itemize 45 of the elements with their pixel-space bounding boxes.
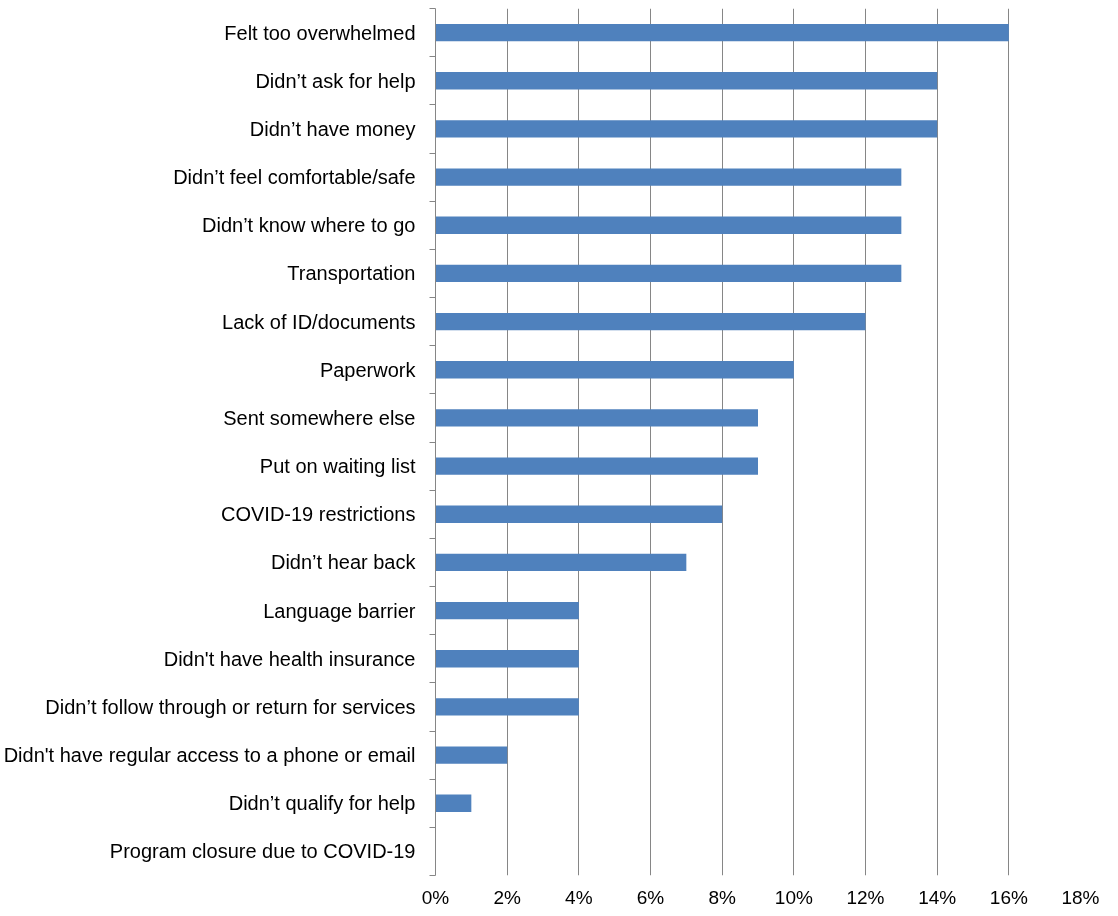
bar (435, 601, 579, 620)
bar (435, 361, 794, 379)
y-tick-label: Language barrier (263, 599, 416, 622)
y-tick-label: Didn't have regular access to a phone or email (3, 744, 416, 767)
y-tick-label: Didn’t qualify for help (228, 792, 416, 815)
bar (435, 409, 758, 427)
bar (435, 168, 902, 186)
y-tick-label: Felt too overwhelmed (224, 21, 416, 44)
bar (435, 72, 938, 90)
y-tick-label: Didn’t hear back (270, 551, 417, 574)
bar (435, 216, 902, 234)
x-tick-label: 4% (565, 886, 593, 908)
bar (435, 264, 902, 283)
bar (435, 457, 758, 475)
y-tick-label: Didn’t follow through or return for services (45, 695, 416, 718)
y-tick-label: COVID-19 restrictions (221, 503, 416, 526)
x-tick-label: 2% (493, 886, 521, 908)
x-tick-label: 10% (774, 886, 813, 908)
x-tick-label: 16% (989, 886, 1028, 908)
bar (435, 746, 508, 764)
bar (435, 120, 938, 138)
bar (435, 312, 866, 331)
x-tick-label: 18% (1061, 886, 1100, 908)
x-tick-label: 8% (708, 886, 736, 908)
y-tick-label: Transportation (287, 262, 416, 285)
y-tick-label: Didn’t ask for help (255, 69, 416, 92)
x-tick-label: 12% (846, 886, 885, 908)
x-tick-label: 6% (636, 886, 665, 908)
y-tick-label: Didn’t feel comfortable/safe (173, 166, 416, 189)
y-tick-label: Lack of ID/documents (222, 310, 416, 333)
y-tick-label: Put on waiting list (259, 455, 416, 478)
x-tick-label: 14% (918, 886, 957, 908)
y-tick-label: Didn't have health insurance (163, 647, 416, 670)
bar (435, 505, 723, 523)
y-tick-label: Didn’t know where to go (202, 214, 416, 237)
y-tick-label: Didn’t have money (249, 117, 416, 140)
y-tick-label: Program closure due to COVID-19 (109, 840, 416, 863)
y-tick-label: Paperwork (319, 358, 417, 381)
bar (435, 553, 687, 572)
bar (435, 698, 579, 716)
bar (435, 650, 579, 668)
y-tick-label: Sent somewhere else (223, 406, 416, 429)
bar (435, 23, 1009, 42)
x-tick-label: 0% (421, 886, 450, 908)
bar (435, 794, 472, 812)
